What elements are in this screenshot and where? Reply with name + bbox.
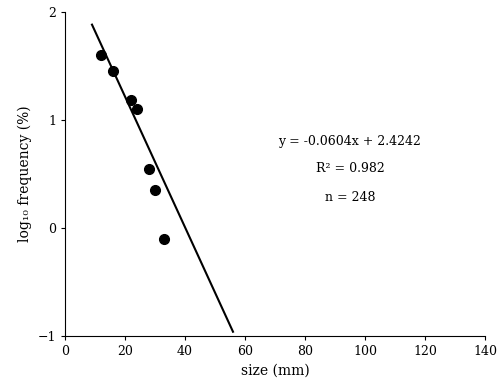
Y-axis label: log₁₀ frequency (%): log₁₀ frequency (%) [18, 106, 32, 242]
X-axis label: size (mm): size (mm) [240, 364, 310, 378]
Text: y = -0.0604x + 2.4242: y = -0.0604x + 2.4242 [278, 135, 422, 148]
Point [145, 165, 153, 172]
Text: R² = 0.982: R² = 0.982 [316, 162, 384, 175]
Point [109, 68, 117, 74]
Point [151, 187, 159, 194]
Point [133, 106, 141, 112]
Point [97, 52, 105, 58]
Point [127, 97, 135, 104]
Text: n = 248: n = 248 [325, 191, 375, 204]
Point [160, 236, 168, 242]
